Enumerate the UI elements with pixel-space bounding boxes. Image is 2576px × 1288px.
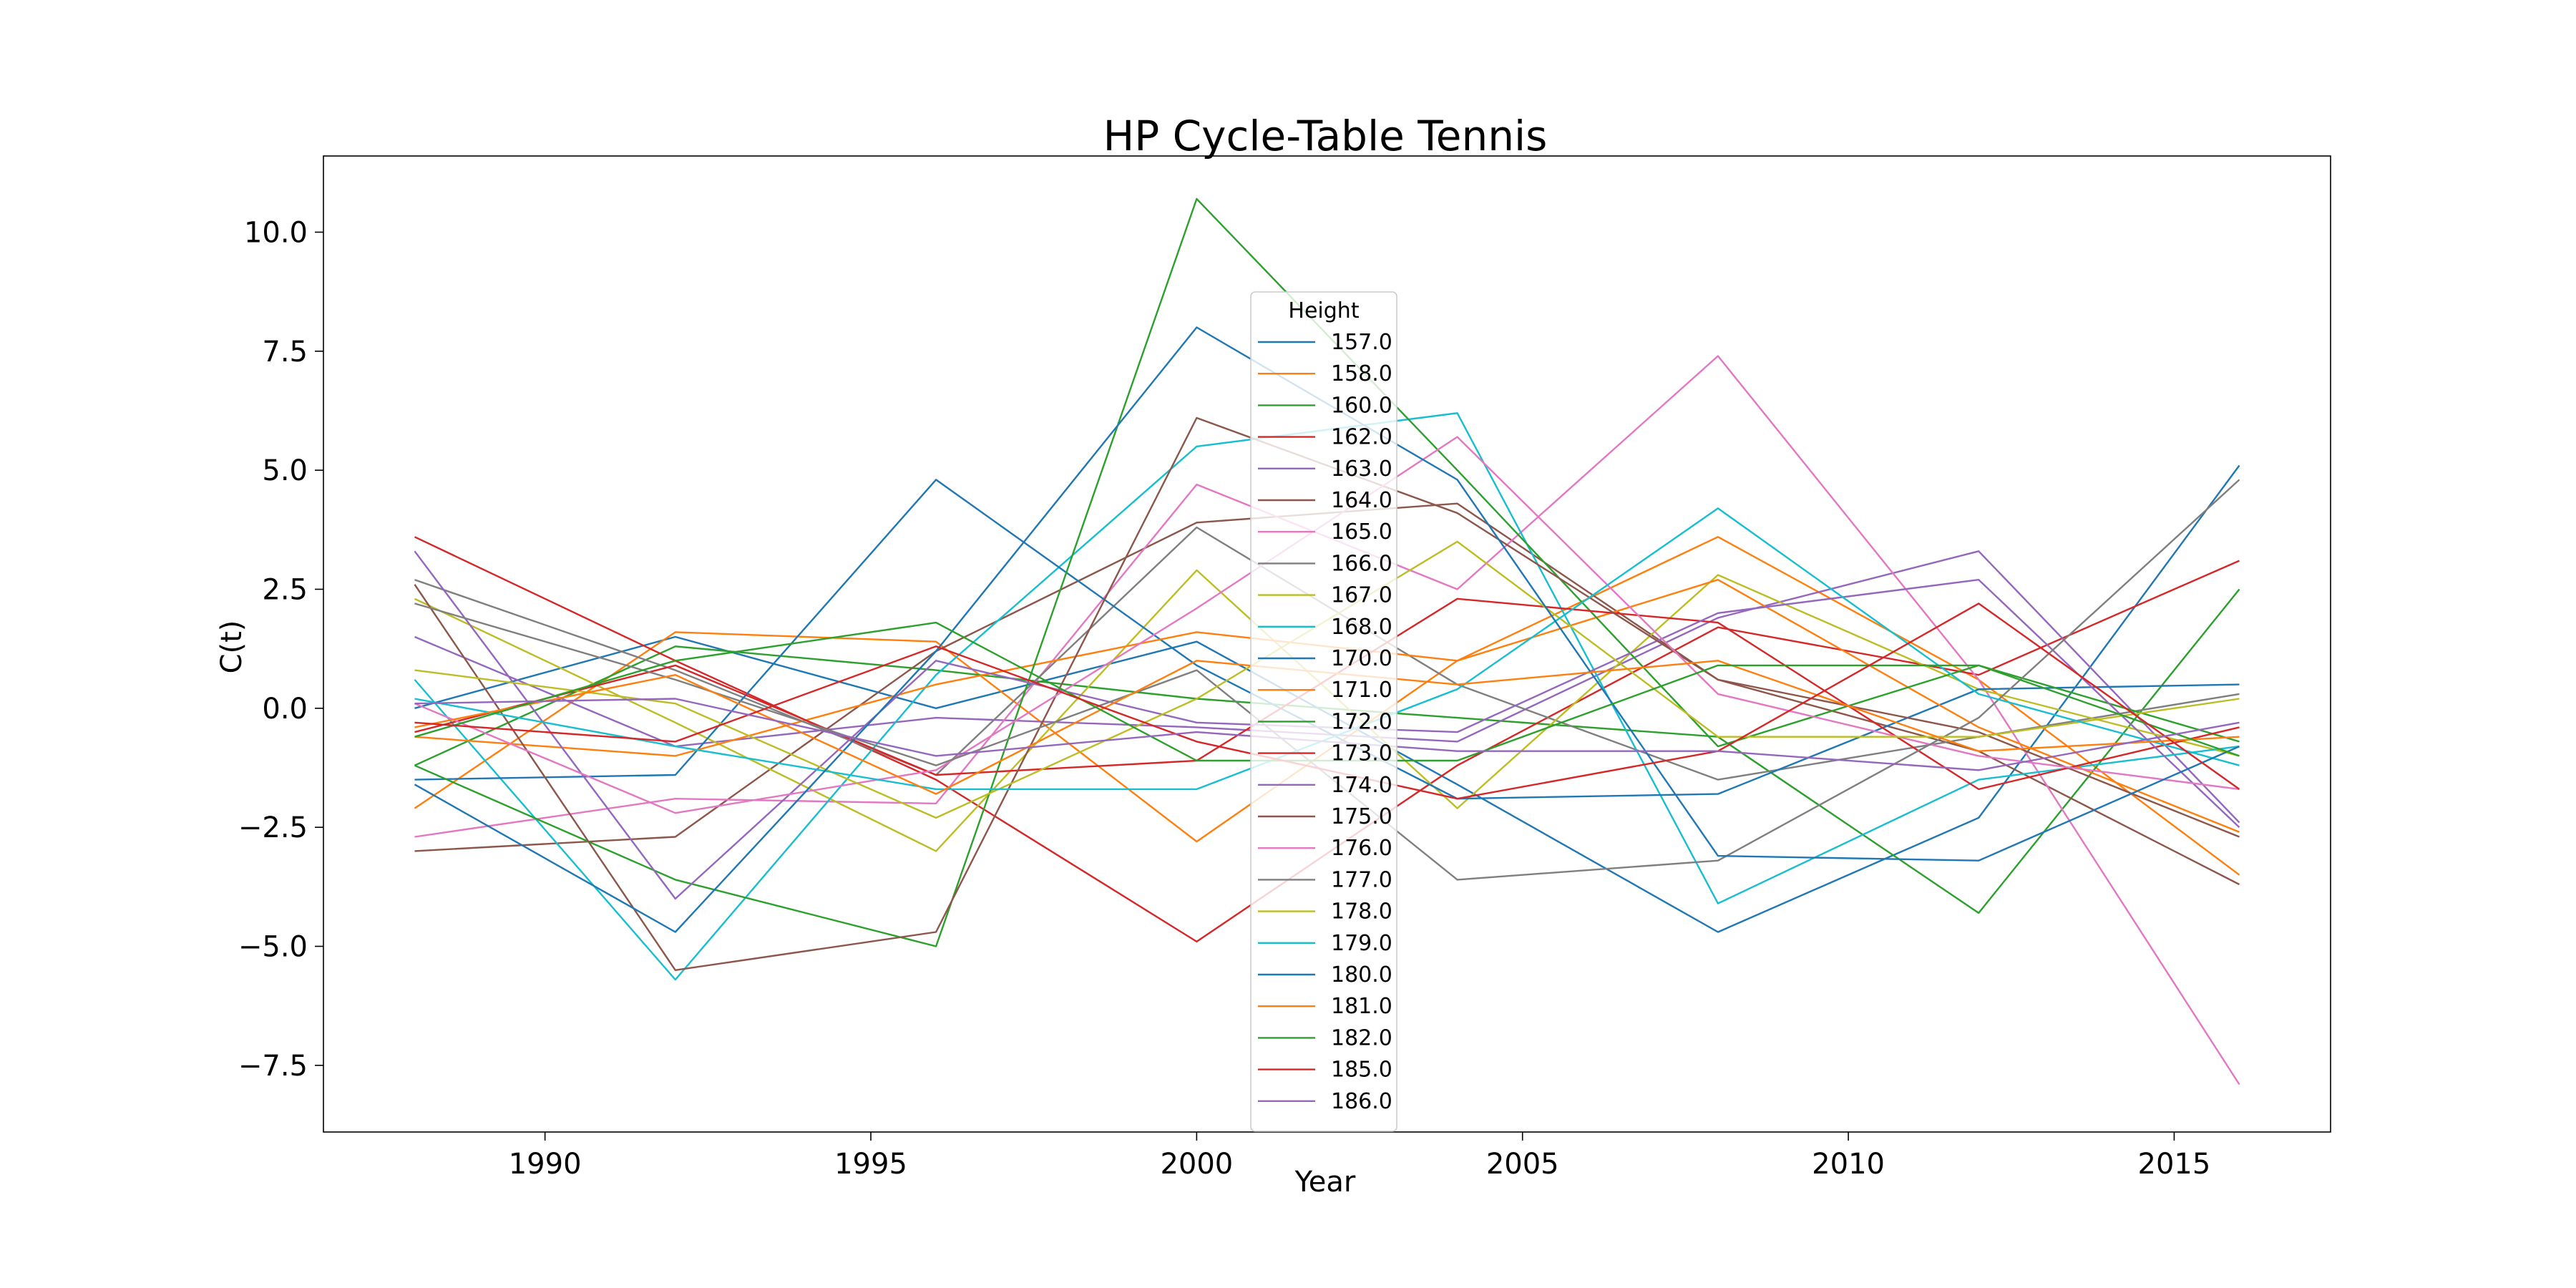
y-axis: −7.5 −5.0 −2.5 0.0 2.5 5.0 7.5 10.0 [238,216,323,1083]
legend-entry-label: 171.0 [1331,678,1392,703]
x-tick-label: 2000 [1160,1148,1233,1181]
legend-entry-label: 176.0 [1331,836,1392,861]
legend-entry-label: 157.0 [1331,330,1392,355]
legend-entry-label: 179.0 [1331,931,1392,956]
legend-entry-label: 177.0 [1331,867,1392,892]
x-tick-label: 1990 [509,1148,582,1181]
legend-entry-label: 158.0 [1331,361,1392,386]
legend-entry-label: 181.0 [1331,994,1392,1019]
legend-entry-label: 163.0 [1331,457,1392,482]
x-tick-label: 2005 [1486,1148,1559,1181]
y-axis-label: C(t) [215,620,248,674]
legend-entry-label: 168.0 [1331,615,1392,640]
x-tick-label: 2015 [2138,1148,2211,1181]
legend-entry-label: 178.0 [1331,899,1392,924]
legend-entry-label: 175.0 [1331,804,1392,829]
legend-entry-label: 180.0 [1331,962,1392,987]
y-tick-label: 7.5 [262,336,308,369]
legend-entry-label: 167.0 [1331,583,1392,608]
legend-entry-label: 174.0 [1331,773,1392,798]
x-axis-label: Year [1294,1166,1356,1199]
axes-frame [323,155,2331,1133]
x-axis: 1990 1995 2000 2005 2010 2015 [509,1132,2211,1181]
x-tick-label: 2010 [1812,1148,1885,1181]
legend-entry-label: 166.0 [1331,551,1392,576]
legend-entry-label: 160.0 [1331,393,1392,418]
legend-entry-label: 172.0 [1331,709,1392,734]
y-tick-label: −7.5 [238,1050,308,1083]
x-tick-label: 1995 [834,1148,907,1181]
y-tick-label: 2.5 [262,573,308,606]
legend-entry-label: 165.0 [1331,519,1392,545]
chart-title: HP Cycle-Table Tennis [1103,112,1548,160]
legend-entry-label: 170.0 [1331,646,1392,671]
legend-entry-label: 173.0 [1331,741,1392,766]
legend: Height 157.0 158.0 160.0 162.0 163.0 164.0 165.… [1250,291,1397,1132]
legend-title: Height [1288,298,1359,323]
y-tick-label: −2.5 [238,811,308,844]
legend-entry-label: 164.0 [1331,488,1392,513]
y-tick-label: 0.0 [262,693,308,726]
y-tick-label: −5.0 [238,931,308,964]
legend-entry-label: 162.0 [1331,425,1392,450]
legend-entry-label: 182.0 [1331,1025,1392,1050]
legend-entry-label: 185.0 [1331,1058,1392,1083]
legend-entry-label: 186.0 [1331,1089,1392,1114]
y-tick-label: 5.0 [262,454,308,487]
legend-box [1250,291,1397,1132]
y-tick-label: 10.0 [244,216,308,249]
